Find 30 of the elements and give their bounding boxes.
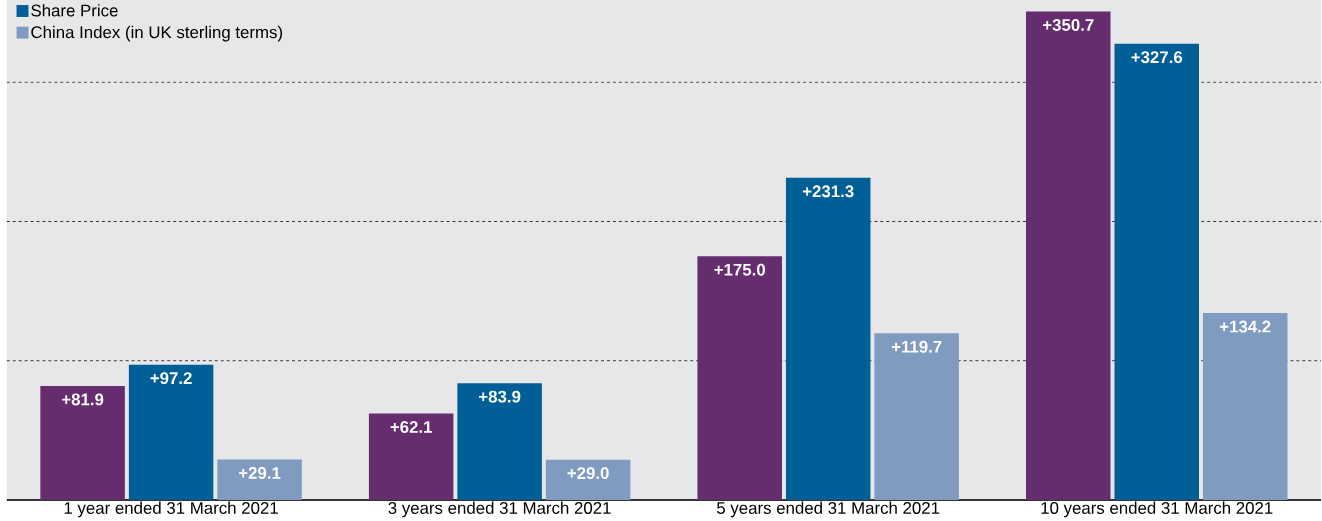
bar <box>545 459 631 501</box>
data-label: +62.1 <box>390 421 432 434</box>
data-label: +97.2 <box>150 372 192 385</box>
legend-label: China Index (in UK sterling terms) <box>31 26 283 42</box>
data-label: +29.1 <box>238 467 281 480</box>
data-label: +231.3 <box>802 185 854 198</box>
bar <box>40 386 125 501</box>
data-label: +134.2 <box>1219 320 1271 333</box>
bar <box>1114 43 1199 501</box>
data-label: +175.0 <box>714 263 765 276</box>
bar <box>1202 313 1288 501</box>
data-label: +350.7 <box>1042 19 1094 32</box>
legend-label: Share Price <box>31 4 118 17</box>
bar <box>874 333 959 501</box>
data-label: +327.6 <box>1131 51 1183 64</box>
data-label: +29.0 <box>567 467 609 480</box>
x-tick-label: 10 years ended 31 March 2021 <box>1041 501 1273 518</box>
x-tick-label: 1 year ended 31 March 2021 <box>64 501 278 518</box>
bar <box>785 178 871 501</box>
bar <box>697 256 782 501</box>
bar <box>217 459 302 501</box>
data-label: +83.9 <box>479 390 521 403</box>
bar <box>368 413 454 501</box>
bar <box>457 383 542 501</box>
bar <box>1026 11 1111 501</box>
data-label: +119.7 <box>891 341 942 353</box>
bar <box>128 364 214 501</box>
x-tick-label: 3 years ended 31 March 2021 <box>388 501 611 518</box>
x-tick-label: 5 years ended 31 March 2021 <box>717 501 940 518</box>
data-label: +81.9 <box>62 393 104 406</box>
